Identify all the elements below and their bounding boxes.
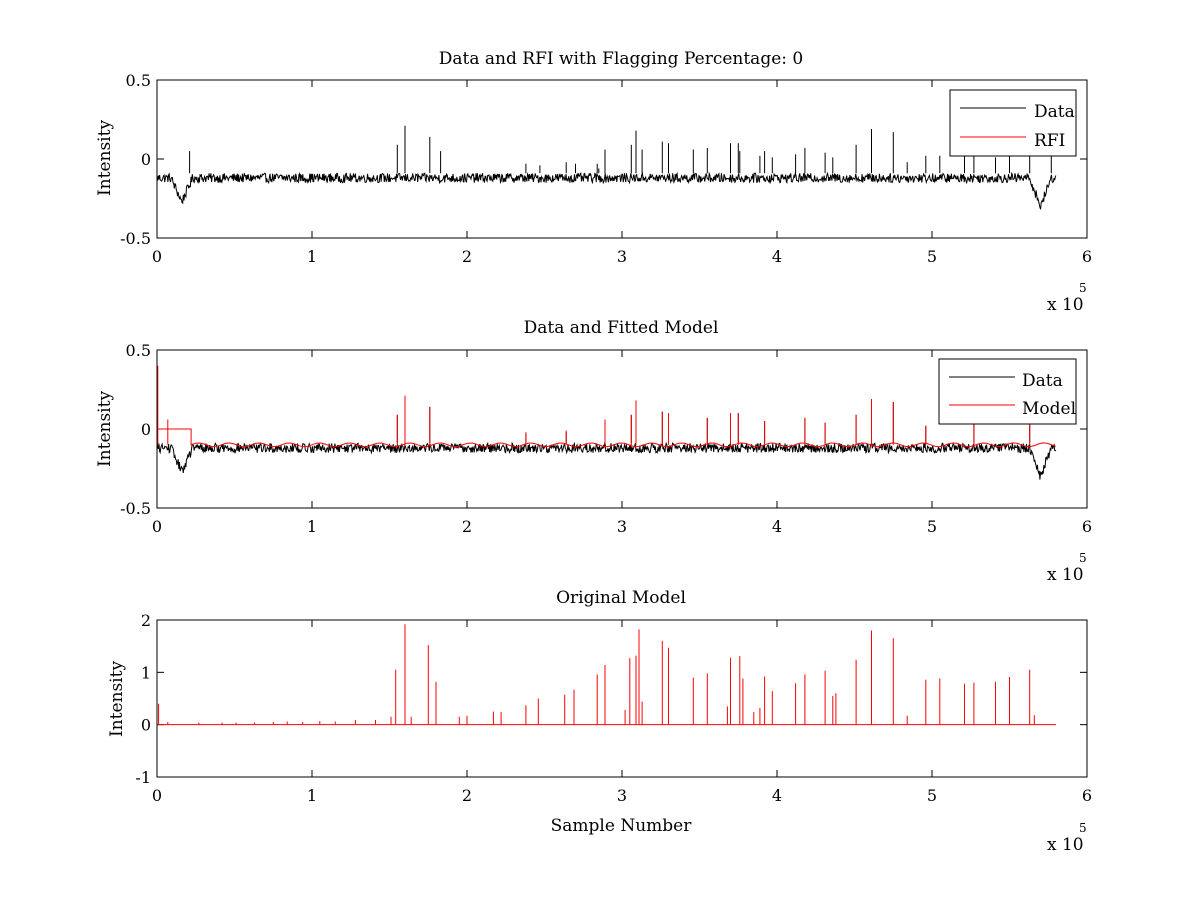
panel-1-legend-label-data: Data (1034, 102, 1075, 122)
panel-2-x-ticks: 0 1 2 3 4 5 6 (152, 350, 1092, 536)
x-tick-label: 6 (1082, 517, 1092, 536)
panel-2-x-multiplier: x 10 (1047, 565, 1084, 585)
panel-1-x-multiplier-power: 5 (1079, 281, 1087, 295)
panel-2-legend-box (938, 358, 1077, 425)
panel-2-title: Data and Fitted Model (524, 318, 719, 338)
x-tick-label: 5 (927, 517, 937, 536)
panel-3-title: Original Model (556, 588, 686, 608)
panel-data-rfi: Data and RFI with Flagging Percentage: 0… (95, 49, 1092, 315)
x-tick-label: 2 (462, 247, 472, 266)
panel-3-x-multiplier-power: 5 (1079, 821, 1087, 835)
panel-2-legend-label-model: Model (1022, 399, 1076, 419)
y-tick-label: 0 (141, 150, 151, 169)
x-tick-label: 5 (927, 786, 937, 805)
y-tick-label: -0.5 (120, 499, 151, 518)
x-tick-label: 0 (152, 247, 162, 266)
x-tick-label: 5 (927, 247, 937, 266)
panel-1-title: Data and RFI with Flagging Percentage: 0 (439, 49, 803, 69)
panel-3-ylabel: Intensity (107, 661, 127, 737)
panel-3-x-ticks: 0 1 2 3 4 5 6 (152, 620, 1092, 805)
panel-2-x-multiplier-power: 5 (1079, 551, 1087, 565)
panel-2-legend-label-data: Data (1022, 371, 1063, 391)
x-tick-label: 6 (1082, 247, 1092, 266)
panel-1-legend: Data RFI (949, 89, 1077, 157)
panel-1-axes-box (156, 79, 1088, 239)
x-tick-label: 0 (152, 517, 162, 536)
panel-2-y-ticks: -0.5 0 0.5 (120, 341, 1087, 518)
panel-3-xlabel: Sample Number (551, 816, 693, 836)
y-tick-label: 1 (141, 663, 151, 682)
panel-3-axes-box (156, 619, 1088, 778)
x-tick-label: 0 (152, 786, 162, 805)
panel-3-x-multiplier: x 10 (1047, 835, 1084, 855)
x-tick-label: 2 (462, 786, 472, 805)
panel-2-ylabel: Intensity (95, 391, 115, 467)
y-tick-label: 0 (141, 716, 151, 735)
x-tick-label: 4 (772, 517, 782, 536)
x-tick-label: 2 (462, 517, 472, 536)
panel-2-legend: Data Model (938, 358, 1077, 425)
panel-1-x-multiplier: x 10 (1047, 295, 1084, 315)
panel-3-plot-area (157, 624, 1056, 726)
y-tick-label: -0.5 (120, 229, 151, 248)
x-tick-label: 4 (772, 786, 782, 805)
y-tick-label: 0 (141, 420, 151, 439)
panel-2-axes-box (156, 349, 1088, 509)
panel-1-x-ticks: 0 1 2 3 4 5 6 (152, 80, 1092, 266)
series-line-data (156, 171, 1057, 210)
y-tick-label: 0.5 (126, 71, 151, 90)
x-tick-label: 1 (307, 247, 317, 266)
x-tick-label: 1 (307, 786, 317, 805)
x-tick-label: 3 (617, 517, 627, 536)
panel-1-plot-area (156, 125, 1057, 210)
x-tick-label: 6 (1082, 786, 1092, 805)
series-line-data (156, 441, 1057, 480)
panel-1-ylabel: Intensity (95, 120, 115, 196)
x-tick-label: 3 (617, 247, 627, 266)
panel-1-legend-box (949, 89, 1077, 157)
y-tick-label: 2 (141, 611, 151, 630)
x-tick-label: 1 (307, 517, 317, 536)
panel-2-plot-area (156, 365, 1057, 480)
y-tick-label: 0.5 (126, 341, 151, 360)
panel-1-legend-label-rfi: RFI (1034, 131, 1065, 151)
y-tick-label: -1 (135, 768, 151, 787)
series-line-model (157, 428, 1057, 448)
x-tick-label: 4 (772, 247, 782, 266)
x-tick-label: 3 (617, 786, 627, 805)
